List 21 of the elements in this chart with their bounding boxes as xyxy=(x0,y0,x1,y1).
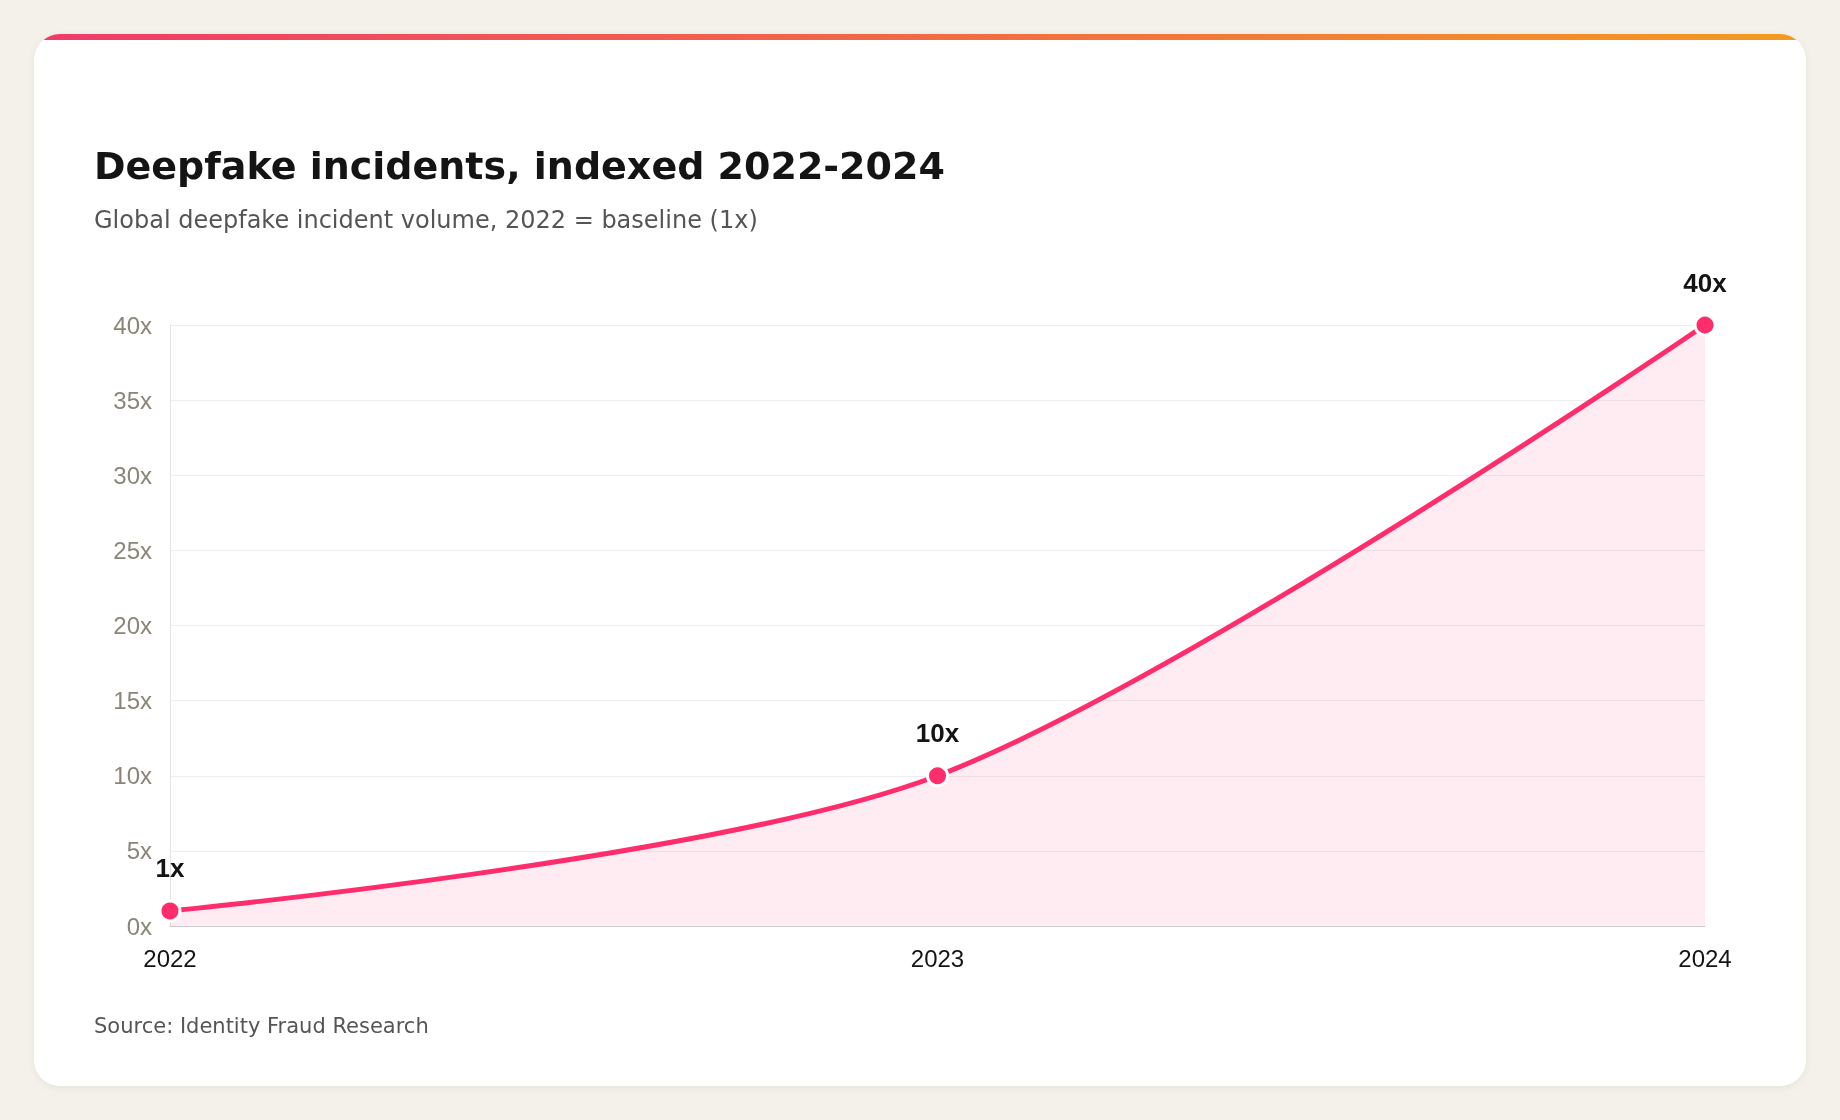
x-tick-label: 2024 xyxy=(1678,944,1732,972)
chart-subtitle: Global deepfake incident volume, 2022 = baseline (1x) xyxy=(94,206,758,234)
y-tick-label: 20x xyxy=(113,612,152,639)
chart-title: Deepfake incidents, indexed 2022-2024 xyxy=(94,144,945,188)
source-note: Source: Identity Fraud Research xyxy=(94,1014,429,1038)
x-tick-label: 2023 xyxy=(910,944,965,972)
y-tick-label: 40x xyxy=(113,311,152,339)
y-tick-label: 30x xyxy=(113,461,152,489)
y-tick-label: 15x xyxy=(113,687,152,715)
y-tick-label: 35x xyxy=(113,386,152,414)
x-tick-label: 2022 xyxy=(143,944,197,972)
point xyxy=(158,899,182,923)
point xyxy=(926,764,949,788)
y-tick-label: 5x xyxy=(126,837,152,865)
data-label: 1x xyxy=(155,853,185,884)
y-tick-label: 25x xyxy=(113,536,152,564)
data-label: 10x xyxy=(915,718,960,749)
point xyxy=(1693,313,1717,337)
data-label: 40x xyxy=(1683,267,1728,298)
y-tick-label: 0x xyxy=(126,912,152,940)
y-tick-label: 10x xyxy=(113,762,152,790)
